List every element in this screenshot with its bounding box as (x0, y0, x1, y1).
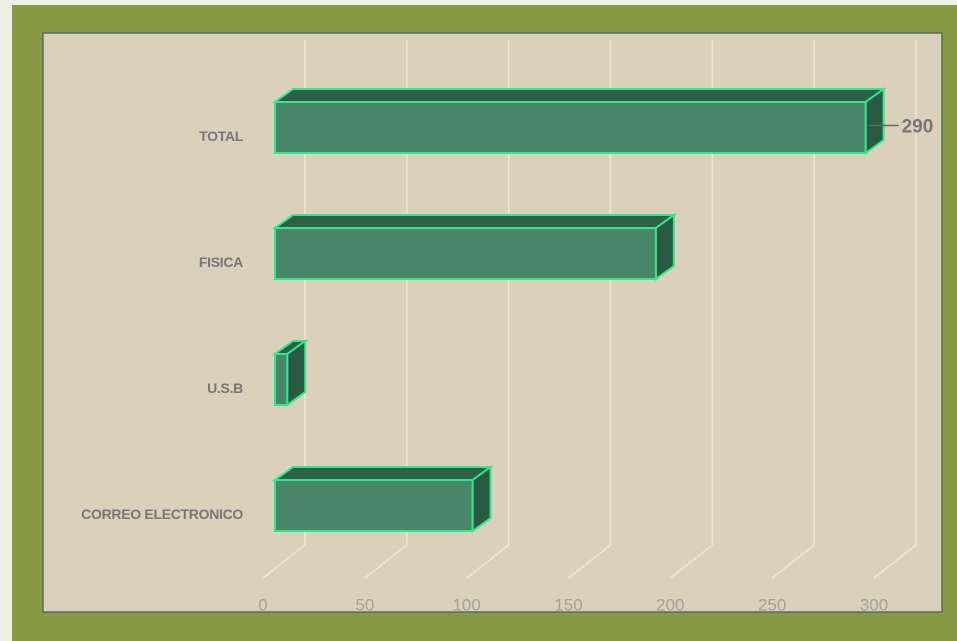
bar-front (274, 353, 289, 406)
bars (271, 87, 887, 533)
bar (271, 213, 677, 281)
x-tick-label: 200 (656, 595, 684, 614)
bar-top (271, 214, 677, 229)
grid-line (262, 40, 306, 579)
bar (271, 465, 494, 533)
y-tick-label: TOTAL (199, 128, 244, 144)
bar (271, 87, 887, 155)
grid-line (466, 40, 510, 579)
x-tick-label: 0 (258, 595, 267, 614)
bar-front (274, 227, 657, 280)
grid-line (771, 40, 815, 579)
grid-line (669, 40, 714, 579)
y-tick-label: FISICA (199, 254, 243, 270)
x-tick-label: 100 (452, 595, 480, 614)
bar-front (274, 101, 867, 154)
bar (271, 339, 309, 407)
y-tick-label: U.S.B (207, 380, 243, 396)
y-tick-label: CORREO ELECTRONICO (81, 506, 243, 522)
grid-line (568, 40, 612, 579)
grid-line (364, 40, 408, 579)
x-tick-label: 250 (758, 595, 786, 614)
x-tick-label: 300 (860, 595, 888, 614)
grid-line (873, 40, 917, 579)
grid (262, 40, 917, 579)
x-tick-label: 50 (355, 595, 374, 614)
bar-front (274, 479, 474, 532)
bar-top (271, 466, 494, 481)
value-label: 290 (902, 117, 934, 138)
x-tick-label: 150 (554, 595, 582, 614)
bar-top (271, 88, 887, 103)
